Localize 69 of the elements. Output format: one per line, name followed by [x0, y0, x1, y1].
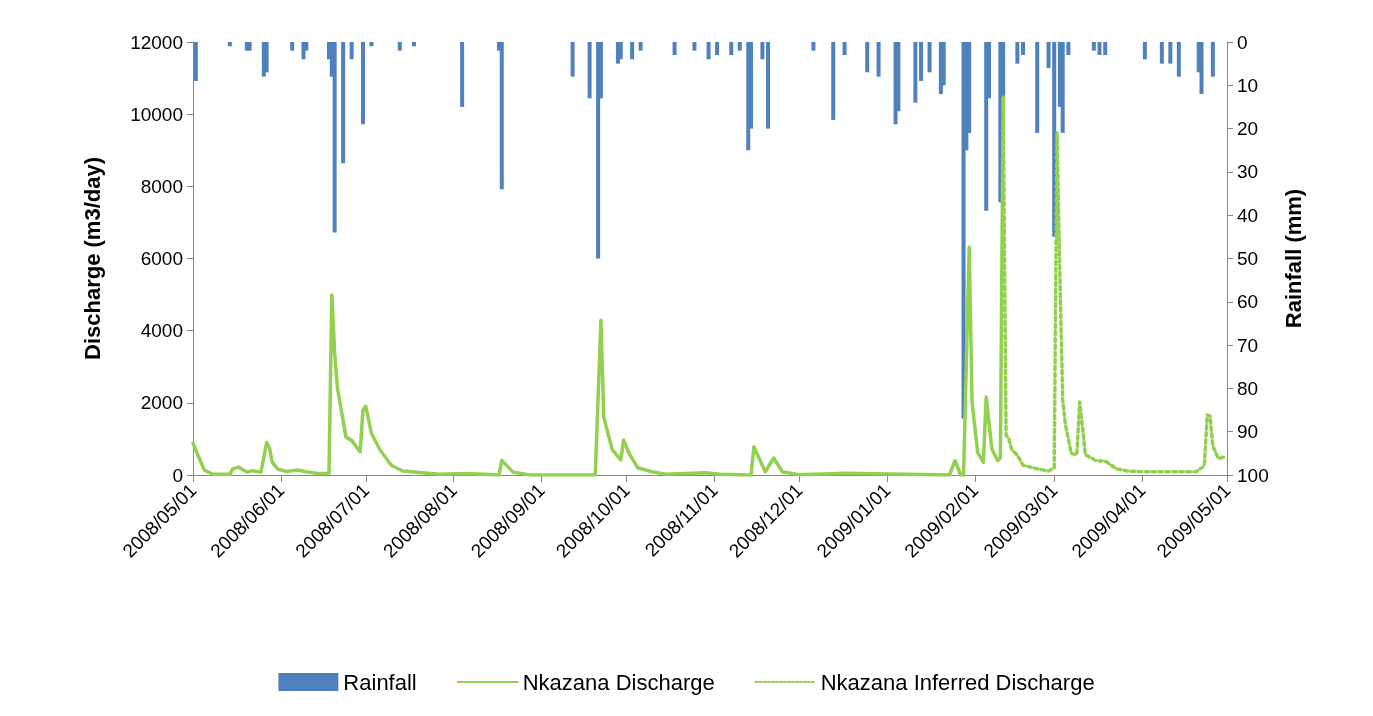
y-axis-title: Discharge (m3/day) — [79, 157, 105, 360]
bar — [1199, 42, 1204, 94]
y2-tick-label: 20 — [1237, 118, 1259, 140]
bar — [638, 42, 643, 51]
bar — [1176, 42, 1181, 77]
legend-label: Nkazana Discharge — [522, 669, 715, 695]
bar — [876, 42, 881, 77]
y2-tick-label: 80 — [1237, 377, 1259, 399]
bar — [332, 42, 337, 233]
y2-tick-label: 100 — [1237, 464, 1269, 486]
bar — [1035, 42, 1040, 133]
y-tick-label: 6000 — [140, 248, 183, 269]
bar — [360, 42, 365, 125]
bar — [587, 42, 592, 99]
y2-tick-label: 70 — [1237, 334, 1259, 356]
bar — [618, 42, 623, 60]
y2-tick-label: 90 — [1237, 421, 1259, 443]
bar — [1021, 42, 1026, 55]
y-tick-label: 2000 — [140, 392, 183, 414]
y2-tick-label: 0 — [1237, 31, 1248, 53]
bar — [1210, 42, 1215, 77]
y-tick-label: 0 — [172, 464, 183, 486]
bar — [630, 42, 635, 60]
legend-label: Rainfall — [343, 669, 417, 695]
bar — [692, 42, 697, 51]
bar — [1168, 42, 1173, 64]
bar — [349, 42, 354, 60]
bar — [227, 42, 232, 47]
bar — [842, 42, 847, 55]
bar — [290, 42, 295, 51]
y-tick-label: 8000 — [140, 175, 183, 197]
bar — [984, 42, 989, 211]
y2-tick-label: 10 — [1237, 74, 1259, 96]
bar — [1015, 42, 1020, 64]
bar — [596, 42, 601, 259]
bar — [760, 42, 765, 60]
y-tick-label: 12000 — [130, 31, 183, 53]
bar — [766, 42, 771, 129]
bar — [1159, 42, 1164, 64]
y-tick-label: 10000 — [130, 103, 183, 125]
bar — [672, 42, 677, 55]
y2-axis-title: Rainfall (mm) — [1280, 188, 1306, 329]
bar — [264, 42, 269, 73]
bar — [411, 42, 416, 47]
bar — [369, 42, 374, 47]
bar — [193, 42, 198, 81]
y-tick-label: 4000 — [140, 320, 183, 342]
bar — [1142, 42, 1147, 60]
bar — [919, 42, 924, 81]
bar — [706, 42, 711, 60]
bar — [737, 42, 742, 51]
bar — [341, 42, 346, 164]
bar — [927, 42, 932, 73]
bar — [715, 42, 720, 55]
bar — [1091, 42, 1096, 51]
y2-tick-label: 30 — [1237, 161, 1259, 183]
y2-tick-label: 40 — [1237, 204, 1259, 226]
bar — [913, 42, 918, 103]
y2-tick-label: 60 — [1237, 291, 1259, 313]
legend-label: Nkazana Inferred Discharge — [820, 669, 1095, 695]
bar — [831, 42, 836, 120]
bar — [865, 42, 870, 73]
y2-tick-label: 50 — [1237, 248, 1259, 269]
bar — [499, 42, 504, 190]
bar — [397, 42, 402, 51]
bar — [811, 42, 816, 51]
bar — [570, 42, 575, 77]
bar — [729, 42, 734, 55]
bar — [460, 42, 465, 107]
